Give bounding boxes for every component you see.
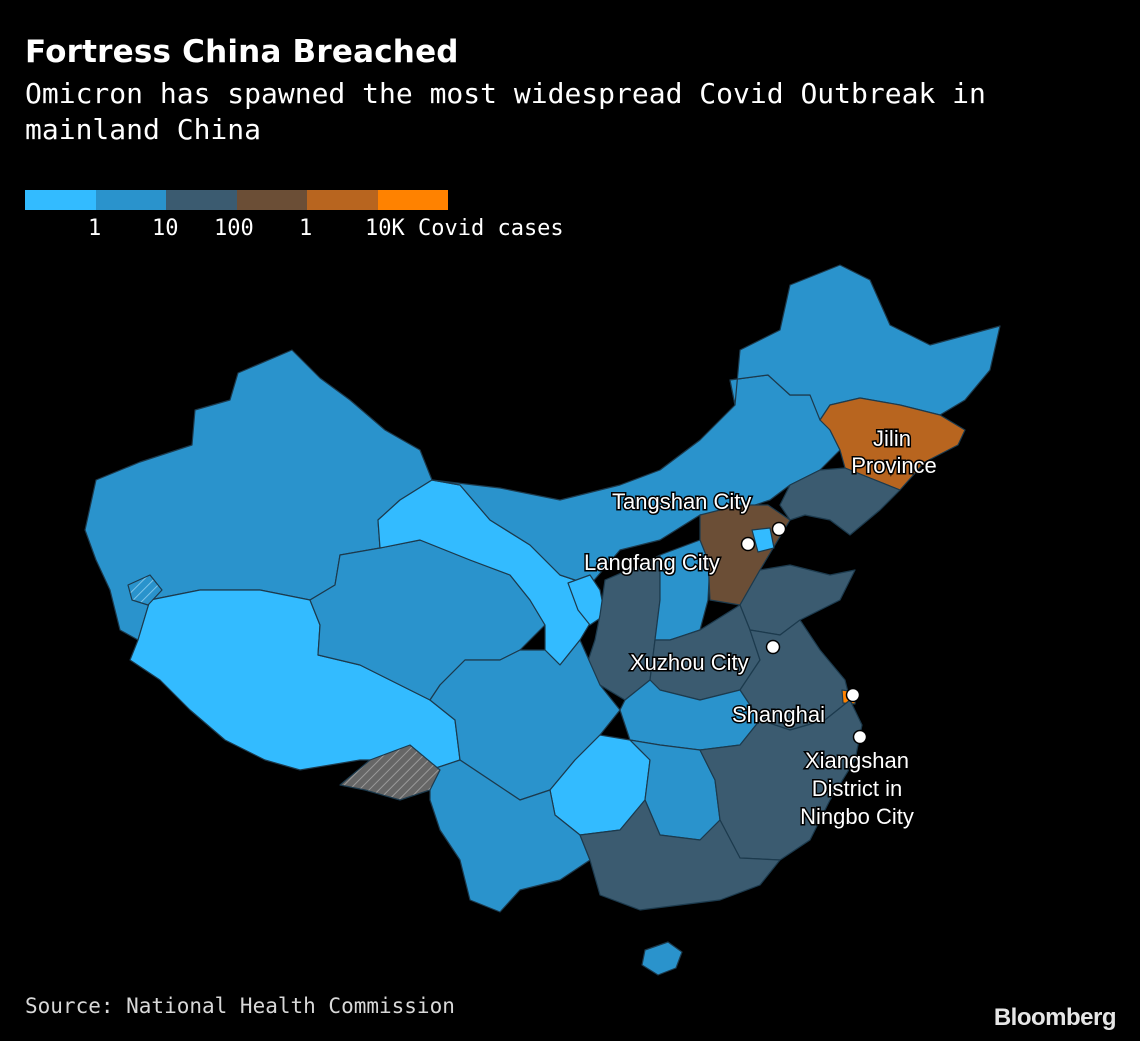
bloomberg-logo: Bloomberg xyxy=(993,1004,1117,1031)
label-xuzhou: Xuzhou City xyxy=(630,650,749,675)
legend-tick: 10 xyxy=(152,216,179,241)
legend-swatch-5 xyxy=(307,190,378,210)
region-hainan xyxy=(641,941,683,976)
marker-xuzhou xyxy=(765,639,781,655)
label-tangshan: Tangshan City xyxy=(612,489,751,514)
source-note: Source: National Health Commission xyxy=(25,994,455,1018)
label-jilin: Province xyxy=(851,453,937,478)
region-beijing xyxy=(751,527,775,553)
region-jilin xyxy=(819,397,966,491)
marker-xiangshan xyxy=(852,729,868,745)
label-xiangshan: Xiangshan xyxy=(805,748,909,773)
legend-swatch-1 xyxy=(25,190,96,210)
legend-tick: 1 xyxy=(299,216,313,241)
marker-shanghai xyxy=(845,687,861,703)
label-shanghai: Shanghai xyxy=(732,702,825,727)
label-jilin: Jilin xyxy=(873,426,911,451)
legend-tick: 1 xyxy=(88,216,102,241)
region-sichuan xyxy=(429,639,621,801)
china-map: Jilin Province Tangshan City Langfang Ci… xyxy=(84,264,1001,976)
region-liaoning xyxy=(779,467,901,536)
legend-swatch-3 xyxy=(166,190,237,210)
marker-tangshan xyxy=(771,521,787,537)
region-yunnan xyxy=(429,759,591,913)
legend-swatch-2 xyxy=(95,190,166,210)
legend-tick-labels: 1 10 100 1 10K Covid cases xyxy=(25,216,625,246)
disputed-area-south xyxy=(339,744,441,801)
region-guangxi-guangdong xyxy=(579,799,781,911)
region-heilongjiang xyxy=(729,264,1001,421)
legend-tick: 100 xyxy=(214,216,254,241)
disputed-area-aksai-chin xyxy=(127,574,163,606)
legend-tick: 10K Covid cases xyxy=(365,216,564,241)
marker-langfang xyxy=(740,536,756,552)
legend-color-scale xyxy=(25,190,448,210)
region-inner-mongolia xyxy=(431,374,841,586)
chart-title: Fortress China Breached xyxy=(25,34,459,70)
label-langfang: Langfang City xyxy=(584,550,720,575)
legend-swatch-6 xyxy=(377,190,448,210)
label-xiangshan: District in xyxy=(812,776,902,801)
label-xiangshan: Ningbo City xyxy=(800,804,914,829)
legend-swatch-4 xyxy=(236,190,307,210)
chart-subtitle: Omicron has spawned the most widespread … xyxy=(25,77,986,146)
